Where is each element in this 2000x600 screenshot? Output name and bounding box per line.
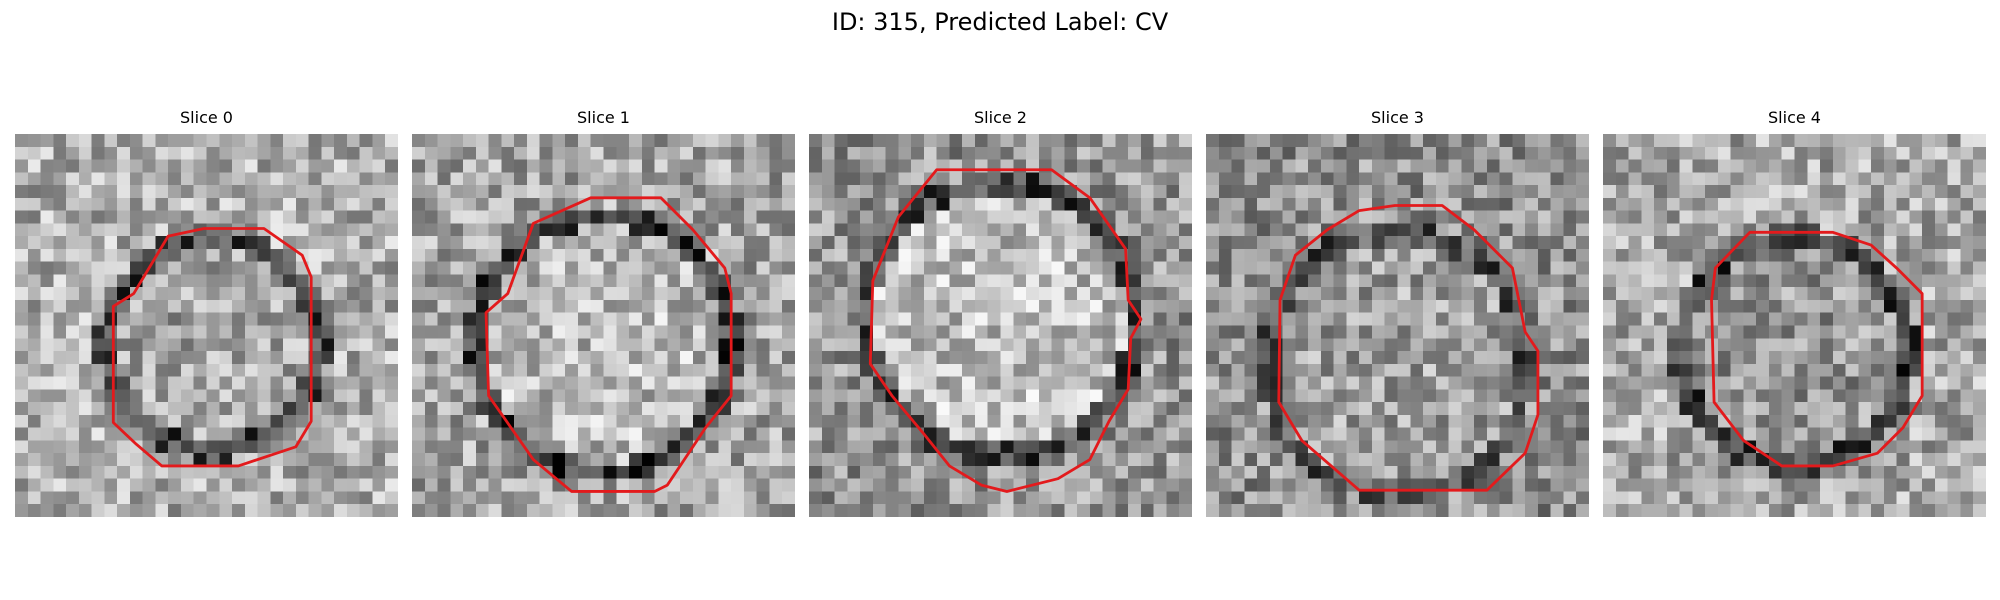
- slice-title: Slice 0: [180, 108, 233, 127]
- contour-outline: [868, 168, 1143, 493]
- slice-title: Slice 1: [577, 108, 630, 127]
- slice-image-canvas: [809, 134, 1192, 517]
- slice-panel: Slice 3: [1206, 108, 1589, 517]
- slice-title: Slice 4: [1768, 108, 1821, 127]
- slice-image-canvas: [1603, 134, 1986, 517]
- slice-title: Slice 2: [974, 108, 1027, 127]
- slice-panel: Slice 0: [15, 108, 398, 517]
- slice-image: [809, 134, 1192, 517]
- contour-outline: [111, 227, 313, 468]
- figure-title: ID: 315, Predicted Label: CV: [831, 8, 1169, 36]
- slice-image-canvas: [1206, 134, 1589, 517]
- slice-image: [412, 134, 795, 517]
- slice-image-canvas: [15, 134, 398, 517]
- slice-image: [1603, 134, 1986, 517]
- slice-image: [15, 134, 398, 517]
- contour-outline: [484, 196, 733, 493]
- slice-image-canvas: [412, 134, 795, 517]
- slice-panel: Slice 1: [412, 108, 795, 517]
- slice-panel: Slice 2: [809, 108, 1192, 517]
- contour-outline: [1710, 230, 1924, 468]
- contour-outline: [1277, 204, 1540, 492]
- slice-panel: Slice 4: [1603, 108, 1986, 517]
- slice-image: [1206, 134, 1589, 517]
- slice-title: Slice 3: [1371, 108, 1424, 127]
